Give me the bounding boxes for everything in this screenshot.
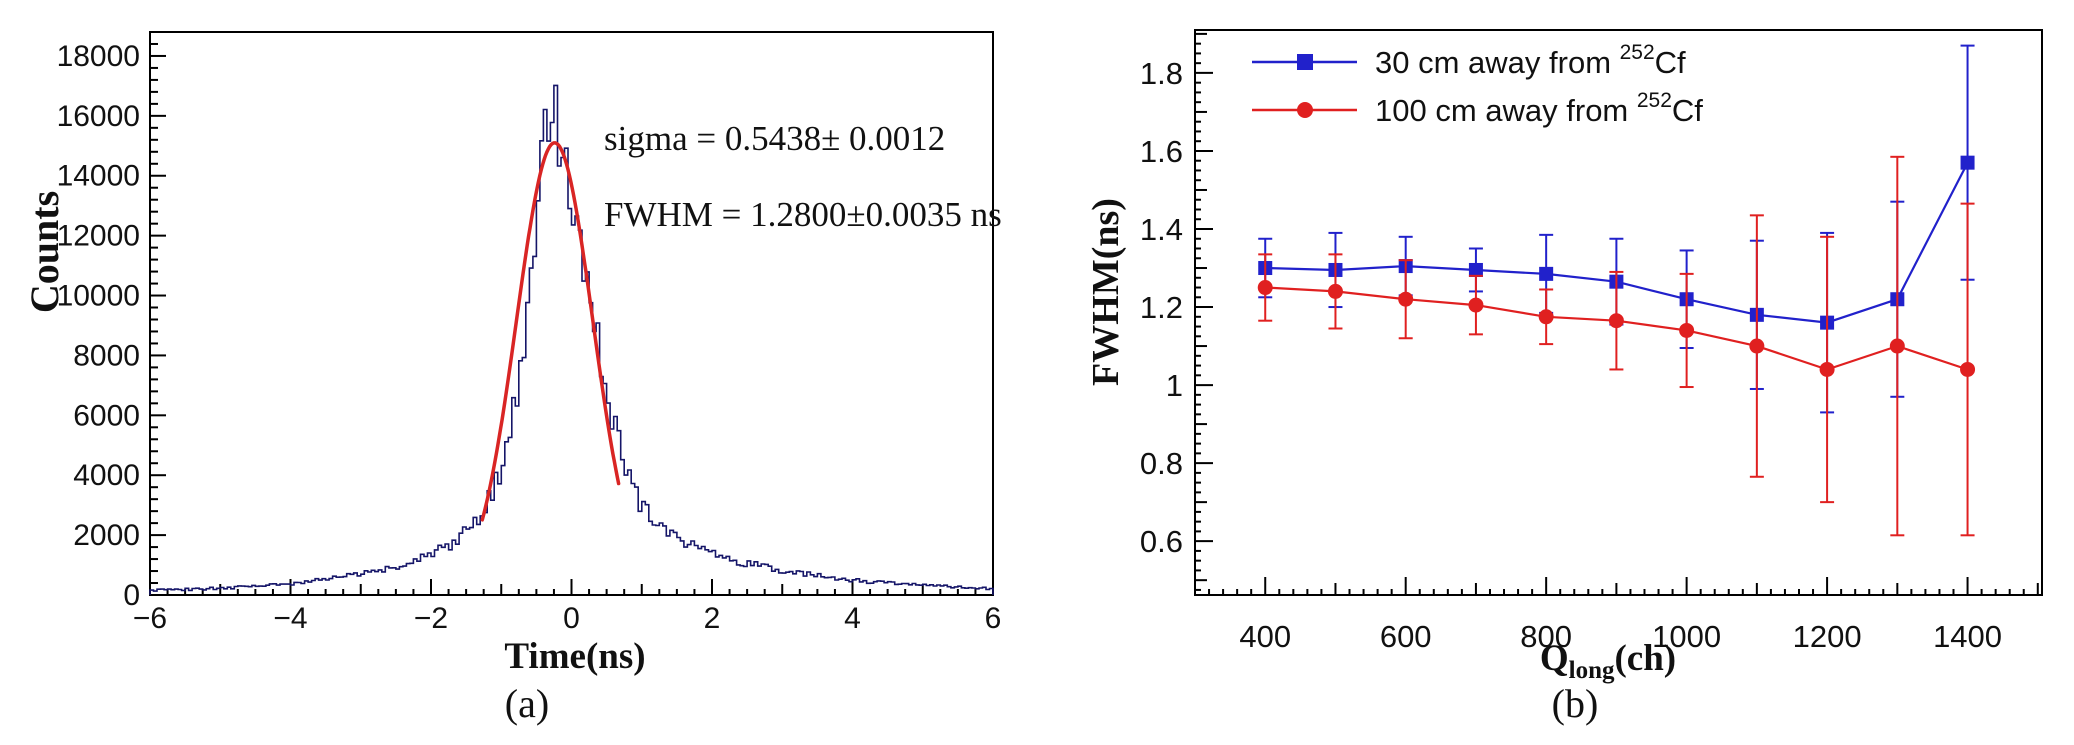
marker-circle [1468,297,1484,313]
annotation-fwhm: FWHM = 1.2800±0.0035 ns [604,195,1002,234]
plot-frame [149,31,994,596]
legend-item-30cm: 30 cm away from 252Cf [1252,41,1686,80]
marker-circle [1960,361,1976,377]
legend-marker-circle [1297,102,1313,118]
y-tick-label: 1.4 [1140,212,1183,247]
x-tick-label: 1200 [1793,619,1862,654]
panel-b-fwhm-plot: 0.6 0.8 1 1.2 1.4 1.6 1.8 400 600 800 1000 1200 1400… [1037,0,2074,745]
y-tick-label: 8000 [73,339,140,372]
plot-frame [1194,29,2043,596]
x-tick-label: −6 [133,602,167,635]
x-tick-label: 800 [1520,619,1572,654]
x-axis-title: Time(ns) [504,636,645,677]
x-tick-label: 600 [1380,619,1432,654]
x-tick-label: 400 [1239,619,1291,654]
marker-circle [1608,313,1624,329]
y-tick-labels-a: 0 2000 4000 6000 8000 10000 12000 14000 16000 180… [57,40,140,612]
y-tick-label: 14000 [57,160,140,193]
y-tick-label: 1 [1166,368,1183,403]
y-tick-label: 1.2 [1140,290,1183,325]
legend-marker-square [1297,54,1313,70]
legend-item-100cm: 100 cm away from 252Cf [1252,89,1703,128]
gaussian-fit-curve [480,141,621,522]
left-chart-histogram: 0 2000 4000 6000 8000 10000 12000 14000 16000 180… [22,31,1002,677]
annotation-sigma: sigma = 0.5438± 0.0012 [604,119,945,158]
y-tick-label: 10000 [57,280,140,313]
marker-circle [1257,280,1273,296]
marker-circle [1327,283,1343,299]
y-tick-label: 1.8 [1140,56,1183,91]
y-tick-label: 4000 [73,459,140,492]
legend: 30 cm away from 252Cf 100 cm away from 25… [1252,41,1703,128]
marker-square [1960,155,1975,170]
caption-a: (a) [504,681,550,726]
histogram-series [149,84,994,595]
series-100cm [1257,155,1976,537]
fit-annotations: sigma = 0.5438± 0.0012 FWHM = 1.2800±0.00… [604,119,1002,234]
y-tick-label: 1.6 [1140,134,1183,169]
legend-label: 100 cm away from 252Cf [1375,89,1703,128]
marker-circle [1679,322,1695,338]
x-tick-label: −2 [414,602,448,635]
x-tick-label: −4 [273,602,307,635]
y-tick-label: 6000 [73,399,140,432]
marker-circle [1749,338,1765,354]
x-tick-label: 2 [704,602,721,635]
x-tick-labels-a: −6 −4 −2 0 2 4 6 [133,602,1001,635]
x-tick-label: 0 [563,602,580,635]
x-tick-labels-b: 400 600 800 1000 1200 1400 [1239,619,2002,654]
y-tick-labels-b: 0.6 0.8 1 1.2 1.4 1.6 1.8 [1140,56,1183,559]
x-axis-title: Qlong(ch) [1540,638,1676,684]
x-tick-label: 6 [985,602,1002,635]
right-chart-fwhm-vs-qlong: 0.6 0.8 1 1.2 1.4 1.6 1.8 400 600 800 1000 1200 1400… [1085,29,2043,684]
y-axis-title: Counts [22,191,67,313]
y-tick-label: 0.6 [1140,524,1183,559]
y-tick-label: 0 [123,579,140,612]
marker-circle [1538,309,1554,325]
legend-label: 30 cm away from 252Cf [1375,41,1686,80]
y-tick-label: 16000 [57,100,140,133]
x-tick-label: 1400 [1933,619,2002,654]
marker-square [1468,262,1483,277]
y-tick-label: 12000 [57,220,140,253]
marker-circle [1398,291,1414,307]
marker-circle [1889,338,1905,354]
y-axis-title: FWHM(ns) [1085,198,1127,386]
marker-square [1539,266,1554,281]
y-tick-label: 0.8 [1140,446,1183,481]
y-tick-label: 2000 [73,519,140,552]
x-tick-label: 1000 [1652,619,1721,654]
y-tick-label: 18000 [57,40,140,73]
panel-a-time-histogram: 0 2000 4000 6000 8000 10000 12000 14000 16000 180… [22,31,1002,677]
axes-a [149,31,994,596]
x-tick-label: 4 [844,602,861,635]
marker-circle [1819,361,1835,377]
axes-b [1194,29,2043,596]
caption-b: (b) [1551,681,1599,726]
